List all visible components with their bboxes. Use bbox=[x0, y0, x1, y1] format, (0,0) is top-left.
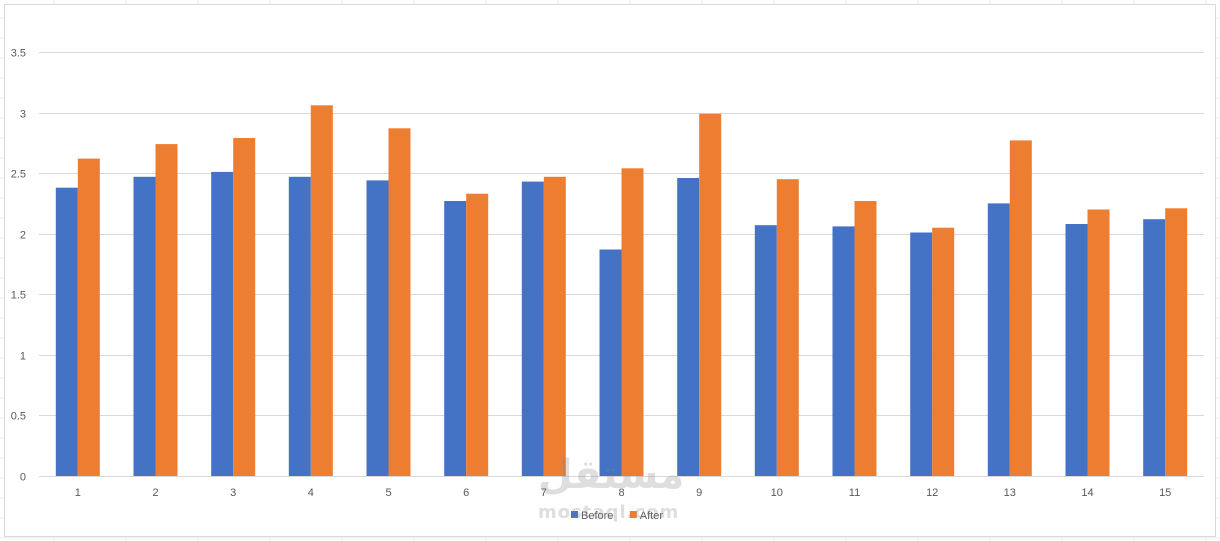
bar-before bbox=[521, 181, 544, 476]
y-tick-label: 2.5 bbox=[11, 169, 26, 181]
legend-swatch-after bbox=[629, 511, 637, 518]
x-tick-label: 6 bbox=[463, 487, 469, 499]
x-tick-label: 12 bbox=[926, 487, 938, 499]
bar-after bbox=[1009, 140, 1032, 476]
x-tick-label: 13 bbox=[1004, 487, 1016, 499]
bar-after bbox=[854, 201, 877, 476]
bar-before bbox=[832, 226, 855, 476]
y-tick-label: 1 bbox=[20, 351, 26, 363]
legend-label-before: Before bbox=[581, 510, 613, 522]
bar-after bbox=[233, 138, 256, 476]
legend-label-after: After bbox=[640, 510, 664, 522]
bar-after bbox=[155, 144, 178, 476]
bar-after bbox=[1087, 209, 1110, 476]
bar-after bbox=[621, 168, 644, 477]
legend-swatch-before bbox=[571, 511, 578, 518]
bar-before bbox=[599, 249, 622, 476]
y-tick-label: 3.5 bbox=[11, 48, 26, 60]
y-tick-label: 3 bbox=[20, 109, 26, 121]
bar-after bbox=[776, 179, 799, 476]
bar-after bbox=[77, 158, 100, 476]
x-tick-label: 7 bbox=[541, 487, 547, 499]
bar-after bbox=[466, 193, 489, 476]
bar-before bbox=[211, 171, 234, 476]
x-tick-label: 3 bbox=[230, 487, 236, 499]
bar-after bbox=[699, 113, 722, 477]
bar-after bbox=[388, 128, 411, 477]
x-tick-label: 9 bbox=[696, 487, 702, 499]
bar-after bbox=[1165, 208, 1188, 477]
bar-before bbox=[366, 180, 389, 476]
x-tick-label: 1 bbox=[75, 487, 81, 499]
x-tick-label: 14 bbox=[1081, 487, 1093, 499]
bar-before bbox=[754, 225, 777, 476]
x-tick-label: 4 bbox=[308, 487, 314, 499]
bar-chart: 00.511.522.533.51 2 3 4 5 6 7 8 9 10 11 12 13 14 15Bef… bbox=[11, 48, 1204, 522]
x-tick-label: 15 bbox=[1159, 487, 1171, 499]
bar-before bbox=[288, 176, 311, 477]
bar-before bbox=[910, 232, 933, 476]
x-tick-label: 11 bbox=[849, 487, 860, 499]
bar-after bbox=[932, 227, 955, 476]
bar-before bbox=[1065, 224, 1088, 476]
bar-before bbox=[444, 201, 467, 476]
x-tick-label: 8 bbox=[618, 487, 624, 499]
bar-before bbox=[677, 178, 700, 476]
bar-before bbox=[1143, 219, 1166, 476]
x-tick-label: 2 bbox=[152, 487, 158, 499]
bar-before bbox=[133, 176, 156, 477]
y-tick-label: 2 bbox=[20, 230, 26, 242]
bar-after bbox=[310, 105, 333, 477]
chart-area[interactable]: 0 0.5 1 1.5 2 2.5 3 3.5 1 2 3 4 5 6 7 8 9 10 11 12 13 14 15 Bef… bbox=[4, 4, 1216, 537]
x-tick-label: 10 bbox=[771, 487, 783, 499]
bar-before bbox=[55, 187, 78, 476]
x-tick-label: 5 bbox=[385, 487, 391, 499]
y-tick-label: 0 bbox=[20, 472, 26, 484]
y-tick-label: 1.5 bbox=[11, 290, 26, 302]
y-tick-label: 0.5 bbox=[11, 411, 26, 423]
bar-after bbox=[543, 176, 566, 477]
bar-before bbox=[987, 203, 1010, 476]
